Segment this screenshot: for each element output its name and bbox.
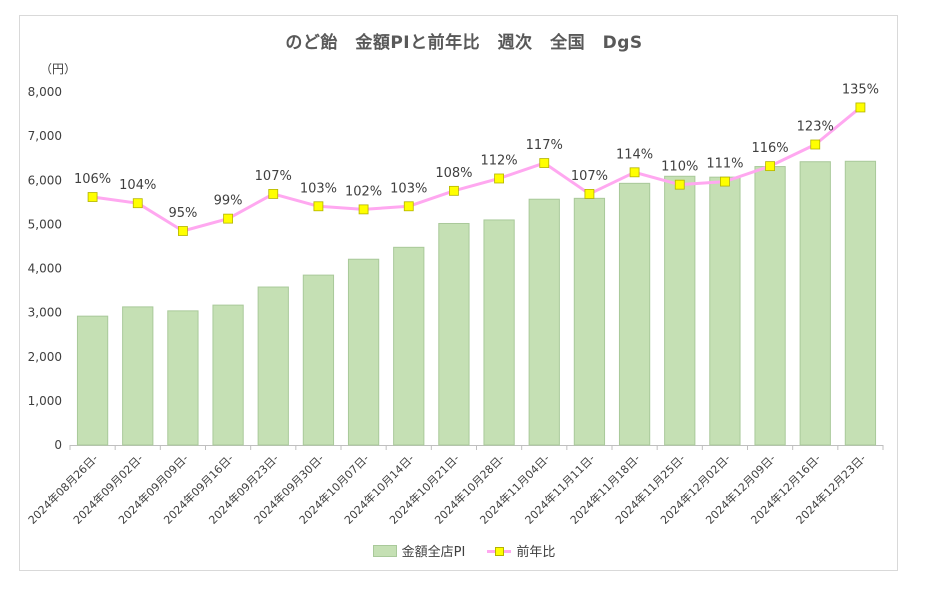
bar [618, 182, 651, 446]
legend-line-label: 前年比 [516, 545, 556, 560]
bar [393, 246, 425, 446]
yoy-marker [87, 192, 98, 202]
bar [438, 222, 470, 446]
bar [302, 274, 335, 446]
yoy-data-label: 102% [345, 184, 382, 199]
yoy-data-label: 104% [119, 178, 156, 193]
bar [528, 198, 560, 446]
yoy-marker [223, 213, 233, 224]
yoy-marker [720, 176, 730, 187]
y-tick-label: 2,000 [28, 350, 62, 364]
yoy-data-label: 135% [842, 82, 879, 97]
yoy-marker [765, 161, 775, 172]
bar [76, 315, 109, 446]
legend-bar-swatch [372, 544, 397, 557]
yoy-data-label: 117% [526, 138, 563, 153]
yoy-marker [132, 198, 143, 209]
y-tick-label: 5,000 [28, 217, 62, 231]
legend-item-bar: 金額全店PI [372, 541, 466, 560]
bar [212, 304, 244, 446]
bar [483, 219, 515, 446]
yoy-marker [629, 167, 640, 178]
yoy-data-label: 112% [480, 153, 517, 168]
bar [799, 161, 831, 446]
yoy-data-label: 95% [168, 206, 197, 221]
yoy-marker [855, 102, 866, 113]
bar [573, 197, 606, 446]
bar [122, 306, 154, 446]
y-tick-label: 1,000 [28, 394, 62, 408]
legend-line-swatch [487, 546, 512, 556]
bar [167, 310, 199, 446]
yoy-data-label: 107% [255, 169, 292, 184]
yoy-line [92, 106, 862, 233]
bar [754, 166, 786, 446]
bar [709, 176, 741, 446]
bar [257, 286, 289, 446]
yoy-marker [674, 179, 685, 190]
yoy-data-label: 103% [390, 181, 427, 196]
yoy-marker [268, 189, 279, 199]
yoy-marker [178, 226, 188, 236]
yoy-marker [539, 158, 550, 168]
bar [347, 258, 380, 446]
y-tick-label: 6,000 [28, 173, 62, 187]
yoy-data-label: 116% [751, 141, 788, 156]
yoy-data-label: 103% [300, 181, 337, 196]
yoy-marker [584, 189, 595, 199]
y-tick-label: 0 [54, 438, 62, 452]
bar [664, 175, 696, 446]
y-tick-label: 7,000 [28, 129, 62, 143]
legend-bar-label: 金額全店PI [401, 545, 466, 560]
legend-item-line: 前年比 [487, 541, 555, 560]
yoy-marker [313, 201, 324, 212]
yoy-data-label: 99% [214, 194, 243, 209]
yoy-data-label: 106% [74, 172, 111, 187]
yoy-marker [449, 185, 459, 196]
yoy-data-label: 110% [661, 160, 698, 175]
y-axis-unit: （円） [40, 62, 77, 76]
yoy-data-label: 107% [571, 169, 608, 184]
yoy-marker [403, 201, 414, 212]
yoy-marker [494, 173, 504, 184]
legend: 金額全店PI 前年比 [0, 541, 928, 560]
yoy-marker [810, 139, 821, 150]
bar [844, 160, 877, 446]
yoy-data-label: 108% [435, 166, 472, 181]
chart-title: のど飴 金額PIと前年比 週次 全国 DgS [285, 33, 643, 53]
y-tick-label: 4,000 [28, 262, 62, 276]
yoy-data-label: 114% [616, 147, 653, 162]
y-tick-label: 3,000 [28, 306, 62, 320]
yoy-marker [358, 204, 369, 215]
y-tick-label: 8,000 [28, 85, 62, 99]
yoy-data-label: 111% [706, 157, 743, 172]
yoy-data-label: 123% [797, 120, 834, 135]
